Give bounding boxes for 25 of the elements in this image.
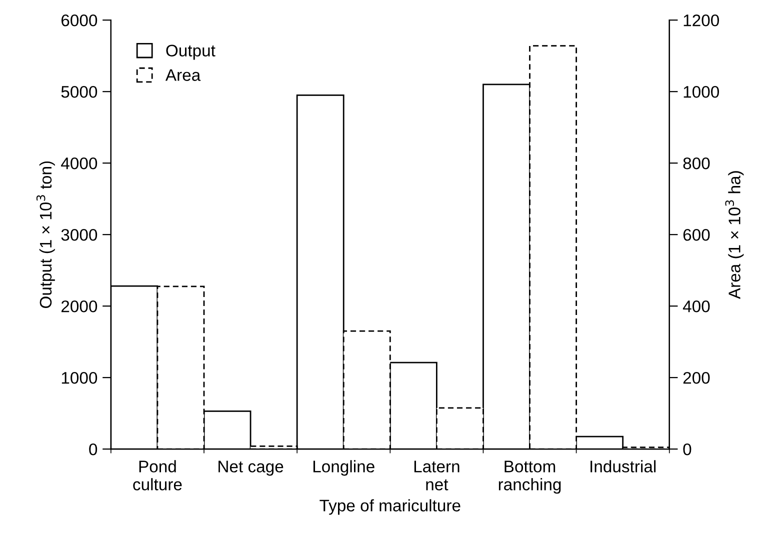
- legend-label: Output: [166, 44, 216, 60]
- legend-label: Area: [165, 69, 201, 81]
- y2-tick-label: 400: [682, 300, 710, 312]
- y-axis-title: Output (1 × 10$^{3}$ ton): [36, 161, 55, 308]
- y-tick-label: 5000: [61, 86, 98, 98]
- y2-tick-label: 1200: [684, 14, 719, 26]
- y-tick-label: 2000: [61, 300, 98, 312]
- x-tick-label: Industrial: [590, 460, 656, 472]
- y-tick-label: 0: [89, 443, 98, 456]
- x-tick-label: Pond culture: [133, 460, 182, 490]
- x-tick-label: Longline: [313, 460, 374, 476]
- y2-axis-title: Area (1 × 10$^{3}$ ha): [725, 171, 744, 300]
- y-tick-label: 1000: [62, 372, 98, 384]
- y2-tick-label: 600: [683, 228, 710, 241]
- y-tick-label: 4000: [61, 157, 98, 170]
- y2-tick-label: 1000: [684, 86, 719, 98]
- x-tick-label: Latern net: [414, 460, 460, 490]
- y-tick-label: 6000: [62, 14, 98, 26]
- x-tick-label: Bottom ranching: [498, 460, 561, 494]
- y2-tick-label: 0: [683, 443, 692, 456]
- x-axis-title: Type of mariculture: [320, 499, 460, 515]
- y2-tick-label: 200: [683, 372, 710, 384]
- y-tick-label: 3000: [61, 228, 98, 241]
- y2-tick-label: 800: [683, 157, 710, 170]
- x-tick-label: Net cage: [218, 460, 284, 476]
